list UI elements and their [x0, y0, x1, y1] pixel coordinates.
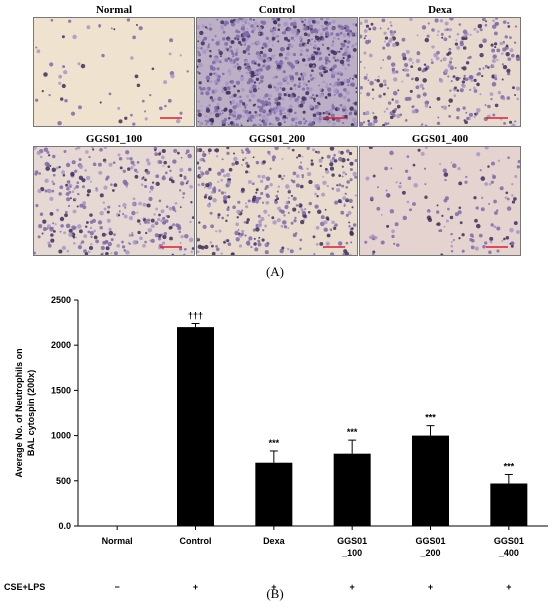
significance-label: *** [269, 438, 280, 448]
micrograph-label: Control [258, 4, 296, 16]
x-tick-label: Control [180, 536, 212, 546]
y-tick-label: 0.0 [58, 521, 71, 531]
x-tick-label: Normal [102, 536, 133, 546]
micrograph-label: Dexa [428, 4, 452, 16]
error-bar [504, 473, 513, 484]
micrograph-image [196, 17, 358, 127]
bar [490, 483, 528, 526]
significance-label: ††† [188, 311, 203, 321]
significance-label: *** [425, 413, 436, 423]
micrograph-image [33, 146, 195, 256]
treatment-value: + [350, 582, 355, 592]
panel-a-label: (A) [265, 264, 285, 279]
micrograph-label: GGS01_200 [248, 133, 306, 145]
bar [412, 435, 449, 526]
micrograph-texture [34, 147, 194, 255]
micrograph-label: GGS01_100 [85, 133, 143, 145]
bar [333, 453, 371, 526]
significance-label: *** [347, 427, 358, 437]
y-tick-label: 2000 [51, 340, 71, 350]
treatment-value: + [506, 582, 511, 592]
y-tick-label: 1000 [51, 431, 71, 441]
treatment-value: − [115, 582, 120, 592]
micrograph-image [359, 17, 521, 127]
error-bar [426, 425, 435, 436]
micrograph-texture [197, 147, 357, 255]
micrograph-label: GGS01_400 [411, 133, 469, 145]
y-axis-title: Average No. of Neutrophils on BAL cytospi… [14, 348, 36, 477]
bar [255, 462, 293, 526]
bar [177, 327, 214, 526]
panel-b-label: (B) [266, 586, 284, 601]
significance-label: *** [504, 461, 515, 471]
micrograph-image [196, 146, 358, 256]
micrograph-texture [360, 147, 520, 255]
y-tick-label: 2500 [51, 295, 71, 305]
treatment-value: + [271, 582, 276, 592]
y-tick-label: 500 [56, 476, 71, 486]
error-bar [191, 323, 200, 328]
x-tick-label: GGS01 _100 [337, 536, 367, 558]
neutrophil-bar-chart: 0.0 500 1000 1500 2000 2500 Average No. of Neu… [4, 295, 548, 592]
micrograph-texture [360, 18, 520, 126]
error-bar [348, 439, 357, 454]
error-bar [269, 450, 278, 463]
treatment-row-label: CSE+LPS [4, 582, 45, 592]
micrograph-label: Normal [95, 4, 133, 16]
x-tick-label: GGS01 _400 [494, 536, 524, 558]
y-tick-label: 1500 [51, 385, 71, 395]
micrograph-image [359, 146, 521, 256]
treatment-value: + [193, 582, 198, 592]
micrograph-texture [197, 18, 357, 126]
x-tick-label: Dexa [263, 536, 286, 546]
treatment-value: + [428, 582, 433, 592]
x-tick-label: GGS01 _200 [415, 536, 445, 558]
micrograph-image [33, 17, 195, 127]
micrograph-texture [34, 18, 194, 126]
